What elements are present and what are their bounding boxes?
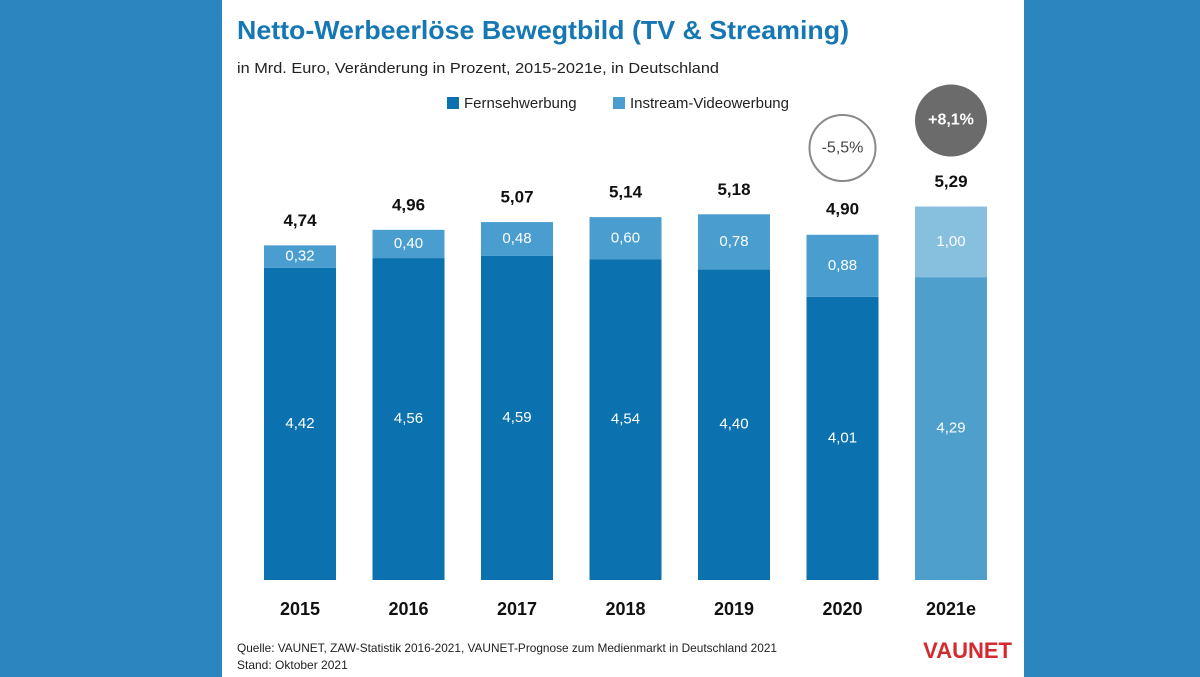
value-label: 4,42 [285,415,314,432]
change-label: -5,5% [822,139,864,156]
legend-label: Instream-Videowerbung [630,95,789,112]
value-label: 1,00 [936,233,965,250]
bar-segment [698,214,770,270]
total-label: 4,96 [392,195,425,214]
value-label: 4,01 [828,429,857,446]
total-label: 4,90 [826,200,859,219]
x-tick-label: 2020 [822,599,862,619]
bar-segment [264,245,336,268]
bar-segment [806,296,879,580]
bar-segment [806,234,879,297]
value-label: 4,56 [394,410,423,427]
value-label: 0,78 [719,233,748,250]
total-label: 5,18 [717,180,750,199]
date-note: Stand: Oktober 2021 [237,658,348,672]
bar-segment [481,255,553,581]
source-note: Quelle: VAUNET, ZAW-Statistik 2016-2021,… [237,641,777,655]
bar-segment [372,229,445,259]
change-badge [915,84,987,157]
bar-segment [589,217,662,260]
bar-segment [698,269,770,580]
bar-segment [915,206,987,278]
value-label: 0,32 [285,248,314,265]
x-tick-label: 2016 [388,599,428,619]
bar-segment [481,222,553,256]
total-label: 5,14 [609,183,643,202]
x-tick-label: 2019 [714,599,754,619]
bar-segment [372,258,445,580]
value-label: 0,48 [502,230,531,247]
value-label: 4,54 [611,411,640,428]
change-label: +8,1% [928,112,974,129]
change-badge [808,114,877,183]
value-label: 4,29 [936,420,965,437]
x-tick-label: 2018 [605,599,645,619]
x-tick-label: 2015 [280,599,320,619]
chart-title: Netto-Werbeerlöse Bewegtbild (TV & Strea… [237,15,849,45]
value-label: 4,40 [719,416,748,433]
chart-subtitle: in Mrd. Euro, Veränderung in Prozent, 20… [237,60,719,77]
logo: VAUNET [923,638,1012,663]
total-label: 4,74 [283,211,317,230]
value-label: 0,88 [828,257,857,274]
legend-swatch [613,97,625,109]
value-label: 0,40 [394,235,423,252]
total-label: 5,07 [500,188,533,207]
x-tick-label: 2017 [497,599,537,619]
value-label: 0,60 [611,229,640,246]
bar-segment [264,267,336,580]
total-label: 5,29 [934,172,967,191]
legend-label: Fernsehwerbung [464,95,577,112]
bar-segment [589,259,662,580]
bar-segment [915,277,987,580]
value-label: 4,59 [502,409,531,426]
legend-swatch [447,97,459,109]
x-tick-label: 2021e [926,599,976,619]
